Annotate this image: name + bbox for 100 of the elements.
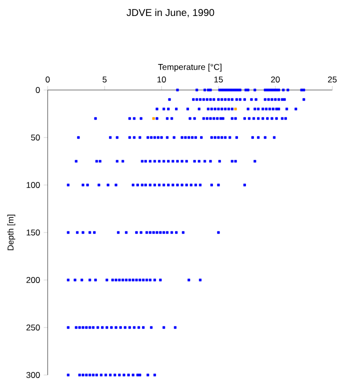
point	[146, 374, 150, 376]
point	[144, 184, 147, 186]
point	[136, 184, 139, 186]
point	[100, 374, 103, 376]
point	[198, 108, 200, 110]
point	[209, 98, 212, 101]
point	[168, 98, 171, 101]
point	[74, 326, 78, 329]
x-tick-label: 15	[214, 76, 223, 82]
y-tick-label: 150	[26, 230, 40, 236]
point	[124, 326, 126, 329]
point	[300, 88, 303, 92]
point	[204, 160, 206, 163]
point	[109, 136, 112, 139]
point	[128, 136, 131, 139]
point	[209, 160, 212, 163]
point	[284, 117, 287, 120]
point	[214, 136, 216, 139]
point	[264, 136, 266, 139]
chart-title: JDVE in June, 1990	[126, 8, 214, 18]
point	[78, 374, 81, 376]
point	[160, 136, 163, 139]
point	[88, 231, 92, 234]
point	[272, 88, 276, 92]
point	[167, 160, 170, 163]
point	[257, 136, 260, 139]
point	[285, 108, 288, 110]
point	[116, 231, 120, 234]
point	[145, 278, 148, 282]
point	[206, 88, 210, 92]
point	[243, 117, 246, 120]
point	[166, 231, 169, 234]
point	[192, 98, 195, 101]
point	[92, 326, 95, 329]
point	[254, 160, 256, 163]
point	[193, 117, 196, 120]
point	[152, 231, 155, 234]
point	[280, 117, 284, 120]
point	[222, 88, 226, 92]
point	[66, 374, 70, 376]
point	[244, 88, 248, 92]
point	[85, 374, 88, 376]
point	[82, 184, 84, 186]
point	[172, 160, 174, 163]
point	[275, 108, 278, 110]
point	[243, 184, 246, 186]
point	[98, 184, 100, 186]
point	[132, 278, 134, 282]
point	[266, 88, 269, 92]
point	[220, 108, 224, 110]
point	[234, 117, 237, 120]
point	[132, 326, 136, 329]
point	[82, 231, 84, 234]
point	[167, 184, 170, 186]
point	[98, 160, 102, 163]
point	[182, 231, 184, 234]
point	[132, 136, 136, 139]
point	[95, 160, 98, 163]
point	[186, 108, 190, 110]
point	[116, 160, 118, 163]
point	[227, 88, 230, 92]
point	[166, 117, 169, 120]
point	[218, 160, 221, 163]
point	[162, 326, 166, 329]
point	[196, 98, 198, 101]
point	[250, 98, 253, 101]
point	[262, 108, 264, 110]
point	[132, 117, 136, 120]
point	[206, 108, 210, 110]
point	[220, 136, 224, 139]
point	[135, 231, 138, 234]
point	[188, 278, 190, 282]
point	[252, 117, 256, 120]
point	[114, 326, 118, 329]
point	[66, 184, 70, 186]
point	[274, 98, 277, 101]
point	[232, 88, 235, 92]
point	[264, 108, 268, 110]
point	[267, 98, 270, 101]
point	[128, 278, 131, 282]
point	[122, 160, 124, 163]
point	[238, 88, 242, 92]
point	[101, 326, 104, 329]
point	[162, 160, 166, 163]
point	[235, 98, 238, 101]
point	[66, 326, 70, 329]
point	[230, 88, 232, 92]
point	[294, 108, 298, 110]
point	[172, 184, 174, 186]
point	[140, 231, 142, 234]
point	[262, 117, 264, 120]
y-tick-label: 300	[26, 372, 40, 378]
point	[142, 326, 145, 329]
point	[257, 117, 260, 120]
point	[80, 278, 84, 282]
point	[76, 231, 79, 234]
point	[162, 184, 166, 186]
point	[156, 231, 158, 234]
point	[219, 117, 222, 120]
point	[198, 278, 202, 282]
